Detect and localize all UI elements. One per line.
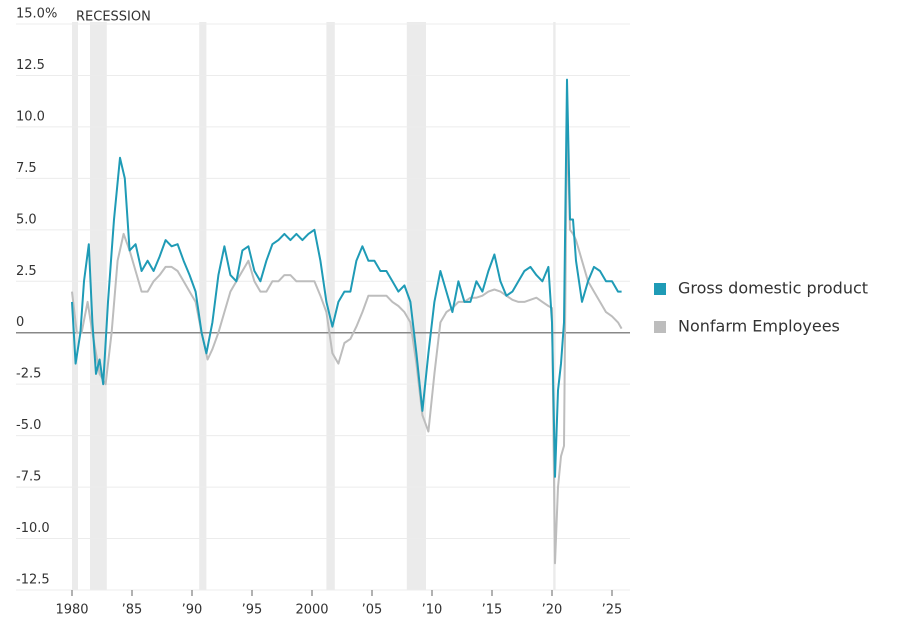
recession-band [553,22,556,590]
recession-band [90,22,107,590]
x-tick-label: ’90 [182,603,203,618]
y-tick-label: -10.0 [16,521,50,536]
annotation: RECESSION [76,10,151,25]
legend: Gross domestic product Nonfarm Employees [654,279,868,336]
y-tick-label: 7.5 [16,161,37,176]
y-tick-label: 0 [16,315,24,330]
legend-label: Gross domestic product [678,279,868,298]
x-tick-label: ’85 [122,603,143,618]
y-tick-label: 5.0 [16,212,37,227]
x-tick-label: ’95 [242,603,263,618]
recession-band [326,22,335,590]
y-tick-label: -12.5 [16,573,50,588]
y-tick-label: 10.0 [16,109,45,124]
y-tick-label: 15.0% [16,7,57,22]
y-tick-label: -5.0 [16,418,41,433]
series-line [71,78,622,478]
x-tick-label: ’05 [362,603,383,618]
recession-band [199,22,207,590]
x-tick-label: ’15 [482,603,503,618]
legend-label: Nonfarm Employees [678,317,840,336]
y-tick-label: 12.5 [16,58,45,73]
x-tick-label: ’10 [422,603,443,618]
legend-swatch [654,321,666,333]
recession-band [406,22,426,590]
legend-swatch [654,283,666,295]
x-tick-label: 2000 [295,603,328,618]
recession-band [72,22,78,590]
y-tick-label: -2.5 [16,367,41,382]
series-line [71,115,623,565]
x-tick-label: 1980 [55,603,88,618]
x-tick-label: ’20 [542,603,563,618]
x-tick-label: ’25 [602,603,623,618]
y-tick-label: 2.5 [16,264,37,279]
y-tick-label: -7.5 [16,470,41,485]
